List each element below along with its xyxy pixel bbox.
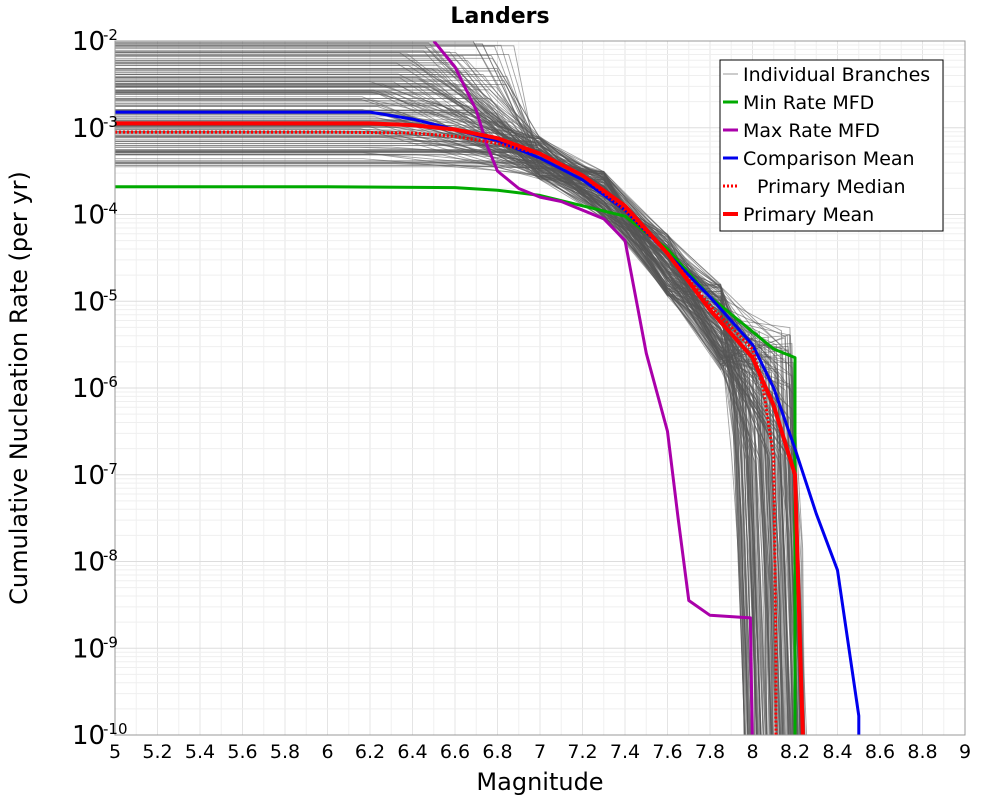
legend-label: Comparison Mean xyxy=(743,148,915,170)
y-tick-base: 10 xyxy=(72,634,105,664)
y-tick-exponent: -4 xyxy=(103,200,118,218)
legend-label: Min Rate MFD xyxy=(743,92,874,114)
x-tick-label: 8.6 xyxy=(865,741,895,763)
x-tick-label: 5.6 xyxy=(227,741,257,763)
legend-label: Primary Mean xyxy=(743,204,874,226)
y-tick-exponent: -10 xyxy=(103,720,128,738)
y-tick-exponent: -3 xyxy=(103,113,118,131)
y-tick-exponent: -8 xyxy=(103,547,118,565)
y-tick-label: 10-4 xyxy=(72,200,118,231)
series-line-primary-median xyxy=(115,130,778,735)
x-tick-label: 8.4 xyxy=(822,741,852,763)
y-tick-label: 10-9 xyxy=(72,633,118,664)
y-tick-base: 10 xyxy=(72,721,105,751)
series-line-primary-mean xyxy=(115,121,805,735)
y-tick-label: 10-5 xyxy=(72,286,118,317)
x-tick-label: 8 xyxy=(746,741,758,763)
x-tick-label: 8.8 xyxy=(907,741,937,763)
x-tick-label: 5.4 xyxy=(185,741,215,763)
x-tick-label: 6.2 xyxy=(355,741,385,763)
chart-title: Landers xyxy=(450,4,549,29)
x-tick-label: 8.2 xyxy=(780,741,810,763)
x-axis-label: Magnitude xyxy=(476,768,603,796)
branch-line xyxy=(115,166,803,735)
y-tick-label: 10-6 xyxy=(72,373,118,404)
y-tick-label: 10-8 xyxy=(72,547,118,578)
legend-box xyxy=(719,59,944,232)
y-tick-base: 10 xyxy=(72,374,105,404)
x-tick-label: 7.4 xyxy=(610,741,640,763)
y-tick-label: 10-3 xyxy=(72,113,118,144)
x-tick-label: 7.2 xyxy=(567,741,597,763)
x-tick-label: 7.8 xyxy=(695,741,725,763)
series-lines xyxy=(115,41,861,735)
branch-line xyxy=(115,138,762,735)
branch-line xyxy=(115,101,764,735)
y-tick-base: 10 xyxy=(72,201,105,231)
branch-line xyxy=(115,60,748,735)
y-tick-exponent: -2 xyxy=(103,26,118,44)
y-tick-label: 10-2 xyxy=(72,26,118,57)
y-tick-base: 10 xyxy=(72,287,105,317)
legend: Individual Branches Min Rate MFD Max Rate … xyxy=(719,59,944,232)
y-tick-exponent: -9 xyxy=(103,633,118,651)
legend-label: Primary Median xyxy=(757,176,906,198)
plot-frame xyxy=(114,40,966,736)
x-tick-label: 9 xyxy=(959,741,971,763)
y-tick-base: 10 xyxy=(72,461,105,491)
y-tick-exponent: -5 xyxy=(103,286,118,304)
x-tick-label: 6.8 xyxy=(482,741,512,763)
branch-line xyxy=(115,128,756,735)
x-tick-label: 5.2 xyxy=(142,741,172,763)
x-tick-label: 5.8 xyxy=(270,741,300,763)
x-tick-label: 6 xyxy=(321,741,333,763)
branch-line xyxy=(115,151,749,735)
legend-label: Max Rate MFD xyxy=(743,120,880,142)
x-tick-label: 7 xyxy=(534,741,546,763)
y-axis-ticks: 10-210-310-410-510-610-710-810-910-10 xyxy=(72,26,128,751)
y-tick-base: 10 xyxy=(72,27,105,57)
y-tick-base: 10 xyxy=(72,548,105,578)
branch-line xyxy=(115,123,745,735)
x-axis-ticks: 5 5.2 5.4 5.6 5.8 6 6.2 6.4 6.6 6.8 7 7.2 7.4 7.6 7.8 8… xyxy=(109,741,971,763)
y-axis-label: Cumulative Nucleation Rate (per yr) xyxy=(5,171,33,605)
y-tick-label: 10-7 xyxy=(72,460,118,491)
y-tick-exponent: -6 xyxy=(103,373,118,391)
y-tick-exponent: -7 xyxy=(103,460,118,478)
y-tick-label: 10-10 xyxy=(72,720,128,751)
legend-label: Individual Branches xyxy=(743,64,930,86)
branch-line xyxy=(115,111,794,735)
x-tick-label: 6.4 xyxy=(397,741,427,763)
x-tick-label: 6.6 xyxy=(440,741,470,763)
branch-line xyxy=(115,134,746,735)
series-line-min-rate-mfd xyxy=(115,185,797,735)
y-tick-base: 10 xyxy=(72,114,105,144)
x-tick-label: 5 xyxy=(109,741,121,763)
x-tick-label: 7.6 xyxy=(652,741,682,763)
